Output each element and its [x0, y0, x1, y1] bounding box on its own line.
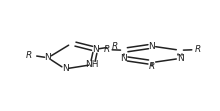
Text: R: R: [194, 45, 200, 54]
Text: N: N: [62, 64, 68, 73]
Text: N: N: [148, 42, 155, 51]
Text: NH: NH: [86, 60, 99, 69]
Text: N: N: [177, 54, 183, 63]
Text: R: R: [103, 45, 110, 54]
Text: N: N: [92, 45, 99, 54]
Text: R: R: [25, 51, 32, 60]
Text: N: N: [45, 53, 51, 62]
Text: R: R: [149, 62, 155, 71]
Text: R: R: [112, 42, 118, 51]
Text: N: N: [121, 54, 127, 63]
